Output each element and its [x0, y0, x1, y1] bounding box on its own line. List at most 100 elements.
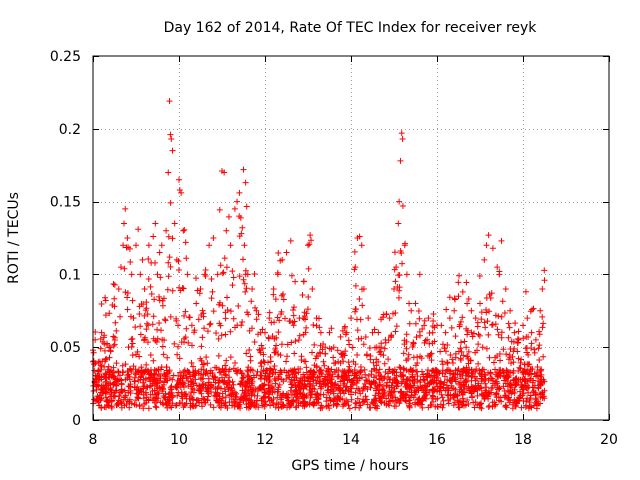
- data-point-marker: [110, 381, 117, 388]
- data-point-marker: [273, 334, 280, 341]
- data-point-marker: [144, 368, 151, 375]
- data-point-marker: [481, 256, 488, 263]
- data-point-marker: [309, 400, 316, 407]
- data-point-marker: [180, 227, 187, 234]
- data-point-marker: [396, 284, 403, 291]
- data-point-marker: [142, 375, 149, 382]
- data-point-marker: [145, 276, 152, 283]
- data-point-marker: [260, 400, 267, 407]
- data-point-marker: [392, 309, 399, 316]
- data-point-marker: [399, 135, 406, 142]
- data-point-marker: [485, 395, 492, 402]
- data-point-marker: [371, 326, 378, 333]
- data-point-marker: [292, 370, 299, 377]
- data-point-marker: [244, 383, 251, 390]
- data-point-marker: [120, 242, 127, 249]
- data-point-marker: [246, 375, 253, 382]
- data-point-marker: [410, 394, 417, 401]
- data-point-marker: [161, 316, 168, 323]
- data-point-marker: [91, 367, 98, 374]
- data-point-marker: [530, 305, 537, 312]
- data-point-marker: [388, 384, 395, 391]
- data-point-marker: [140, 301, 147, 308]
- data-point-marker: [422, 387, 429, 394]
- data-point-marker: [426, 330, 433, 337]
- data-point-marker: [200, 395, 207, 402]
- data-point-marker: [534, 364, 541, 371]
- data-point-marker: [424, 367, 431, 374]
- data-point-marker: [359, 302, 366, 309]
- data-point-marker: [509, 401, 516, 408]
- data-point-marker: [272, 348, 279, 355]
- data-point-marker: [291, 377, 298, 384]
- data-point-marker: [364, 401, 371, 408]
- data-point-marker: [438, 391, 445, 398]
- data-point-marker: [219, 270, 226, 277]
- data-point-marker: [405, 355, 412, 362]
- data-point-marker: [175, 322, 182, 329]
- data-point-marker: [303, 310, 310, 317]
- data-point-marker: [397, 157, 404, 164]
- data-point-marker: [292, 338, 299, 345]
- data-point-marker: [279, 401, 286, 408]
- data-point-marker: [474, 323, 481, 330]
- data-point-marker: [137, 323, 144, 330]
- data-point-marker: [248, 325, 255, 332]
- data-point-marker: [444, 359, 451, 366]
- data-point-marker: [219, 302, 226, 309]
- data-point-marker: [467, 357, 474, 364]
- data-point-marker: [325, 371, 332, 378]
- data-point-marker: [296, 332, 303, 339]
- data-point-marker: [127, 313, 134, 320]
- data-point-marker: [101, 373, 108, 380]
- data-point-marker: [174, 377, 181, 384]
- data-point-marker: [176, 186, 183, 193]
- data-point-marker: [539, 324, 546, 331]
- data-point-marker: [407, 400, 414, 407]
- data-point-marker: [198, 343, 205, 350]
- data-point-marker: [451, 295, 458, 302]
- data-point-marker: [421, 322, 428, 329]
- data-point-marker: [525, 389, 532, 396]
- data-point-marker: [97, 336, 104, 343]
- data-point-marker: [119, 362, 126, 369]
- data-point-marker: [525, 351, 532, 358]
- data-point-marker: [207, 367, 214, 374]
- data-point-marker: [134, 348, 141, 355]
- data-point-marker: [221, 402, 228, 409]
- data-point-marker: [392, 278, 399, 285]
- data-point-marker: [249, 285, 256, 292]
- data-point-marker: [213, 330, 220, 337]
- data-point-marker: [341, 323, 348, 330]
- data-point-marker: [465, 383, 472, 390]
- data-point-marker: [532, 399, 539, 406]
- data-point-marker: [495, 313, 502, 320]
- data-point-marker: [312, 355, 319, 362]
- data-point-marker: [507, 307, 514, 314]
- data-point-marker: [532, 336, 539, 343]
- data-point-marker: [376, 366, 383, 373]
- data-point-marker: [257, 385, 264, 392]
- data-point-marker: [182, 402, 189, 409]
- data-point-marker: [421, 393, 428, 400]
- data-point-marker: [424, 352, 431, 359]
- data-point-marker: [419, 404, 426, 411]
- data-point-marker: [237, 380, 244, 387]
- data-point-marker: [218, 332, 225, 339]
- data-point-marker: [143, 305, 150, 312]
- data-point-marker: [258, 342, 265, 349]
- data-point-marker: [517, 392, 524, 399]
- data-point-marker: [129, 352, 136, 359]
- data-point-marker: [402, 397, 409, 404]
- data-point-marker: [224, 384, 231, 391]
- data-point-marker: [144, 384, 151, 391]
- data-point-marker: [368, 381, 375, 388]
- data-point-marker: [514, 348, 521, 355]
- data-point-marker: [501, 310, 508, 317]
- data-point-marker: [211, 392, 218, 399]
- data-point-marker: [393, 372, 400, 379]
- data-point-marker: [368, 399, 375, 406]
- data-point-marker: [126, 383, 133, 390]
- data-point-marker: [439, 358, 446, 365]
- data-point-marker: [170, 372, 177, 379]
